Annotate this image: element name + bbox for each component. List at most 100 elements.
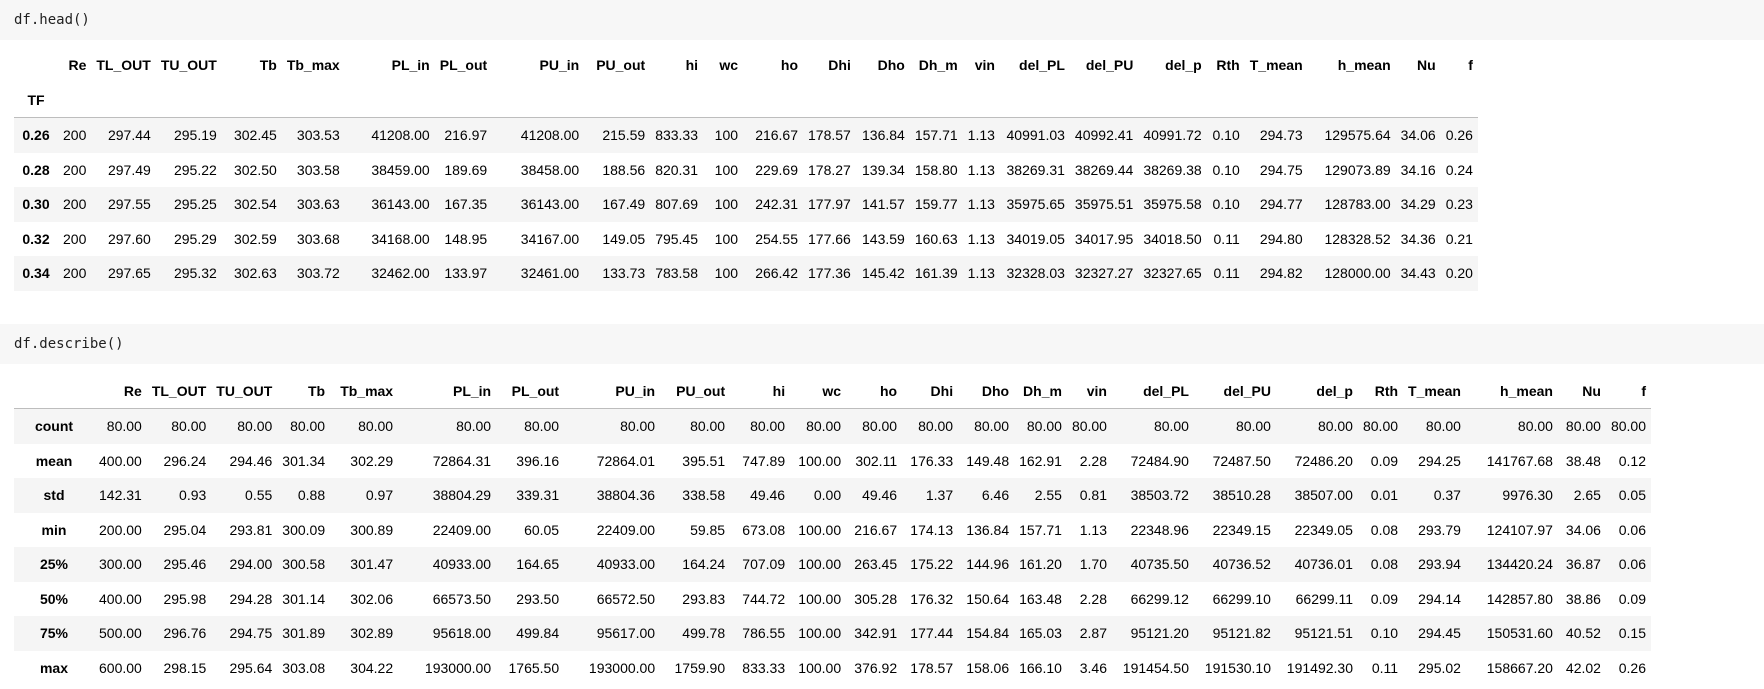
table-cell: 100.00 — [790, 616, 847, 651]
table-cell: 266.42 — [743, 256, 804, 291]
table-cell: 167.35 — [434, 187, 493, 222]
table-cell: 301.47 — [330, 547, 399, 582]
column-header: h_mean — [1337, 57, 1391, 73]
table-row: 0.26 200 297.44 295.19 302.45 303.53 41208.00 2… — [14, 117, 1478, 153]
code-cell-describe[interactable]: df.describe() — [0, 324, 1764, 364]
empty-header — [743, 82, 804, 118]
table-cell: 166.10 — [1014, 650, 1067, 685]
column-header: PL_out — [439, 57, 488, 73]
row-index: min — [14, 512, 94, 547]
table-cell: 175.22 — [902, 547, 959, 582]
table-cell: 2.65 — [1557, 478, 1606, 513]
column-header: Rth — [1357, 374, 1404, 409]
column-header: del_p — [1275, 374, 1358, 409]
table-cell: 32461.00 — [492, 256, 585, 291]
table-cell: 0.01 — [1357, 478, 1404, 513]
table-cell: 150.64 — [958, 581, 1015, 616]
table-cell: 142.31 — [94, 478, 147, 513]
column-header: hi — [730, 374, 791, 409]
table-cell: 95617.00 — [564, 616, 661, 651]
row-index: std — [14, 478, 94, 513]
table-cell: 0.06 — [1605, 547, 1651, 582]
table-cell: 128783.00 — [1307, 187, 1396, 222]
table-cell: 80.00 — [277, 408, 331, 444]
table-cell: 164.24 — [660, 547, 731, 582]
table-cell: 139.34 — [855, 152, 910, 187]
table-row: 50% 400.00 295.98 294.28 301.14 302.06 66573.5… — [14, 581, 1651, 616]
table-cell: 295.29 — [155, 221, 222, 256]
table-cell: 747.89 — [730, 443, 791, 478]
table-cell: 80.00 — [330, 408, 399, 444]
table-cell: 80.00 — [1557, 408, 1606, 444]
empty-header — [650, 82, 704, 118]
table-cell: 297.65 — [91, 256, 156, 291]
table-cell: 499.78 — [660, 616, 731, 651]
table-cell: 1.13 — [962, 152, 1000, 187]
table-cell: 66572.50 — [564, 581, 661, 616]
table-cell: 174.13 — [902, 512, 959, 547]
output-head: Re TL_OUT TU_OUT Tb Tb_max PL_in PL_out PU_in PU… — [14, 48, 1478, 291]
table-cell: 38510.28 — [1193, 478, 1276, 513]
table-cell: 302.89 — [330, 616, 399, 651]
table-cell: 304.22 — [330, 650, 399, 685]
code-text: df.head() — [14, 12, 90, 28]
empty-header — [492, 82, 585, 118]
table-cell: 0.12 — [1605, 443, 1651, 478]
table-cell: 161.39 — [909, 256, 963, 291]
table-cell: 154.84 — [958, 616, 1015, 651]
table-cell: 80.00 — [958, 408, 1015, 444]
column-header: TL_OUT — [96, 57, 151, 73]
table-cell: 293.81 — [211, 512, 278, 547]
table-cell: 216.67 — [743, 117, 804, 153]
table-cell: 300.58 — [277, 547, 331, 582]
table-cell: 72864.01 — [564, 443, 661, 478]
code-text: df.describe() — [14, 336, 124, 352]
table-cell: 38804.29 — [398, 478, 497, 513]
table-cell: 100.00 — [790, 650, 847, 685]
table-cell: 177.36 — [803, 256, 856, 291]
table-cell: 0.10 — [1206, 152, 1245, 187]
code-cell-head[interactable]: df.head() — [0, 0, 1764, 40]
column-header: Tb_max — [330, 374, 399, 409]
table-cell: 176.33 — [902, 443, 959, 478]
table-row: 0.32 200 297.60 295.29 302.59 303.68 34168.00 1… — [14, 221, 1478, 256]
table-cell: 80.00 — [902, 408, 959, 444]
table-cell: 34017.95 — [1069, 221, 1139, 256]
table-cell: 294.82 — [1244, 256, 1308, 291]
table-cell: 294.00 — [211, 547, 278, 582]
table-cell: 242.31 — [743, 187, 804, 222]
table-cell: 833.33 — [650, 117, 704, 153]
table-cell: 34167.00 — [492, 221, 585, 256]
table-cell: 176.32 — [902, 581, 959, 616]
table-cell: 161.20 — [1014, 547, 1067, 582]
table-cell: 2.87 — [1066, 616, 1112, 651]
column-header: f — [1605, 374, 1651, 409]
table-cell: 157.71 — [1014, 512, 1067, 547]
table-cell: 1759.90 — [660, 650, 731, 685]
table-cell: 40991.03 — [999, 117, 1070, 153]
table-row: mean 400.00 296.24 294.46 301.34 302.29 72864.… — [14, 443, 1651, 478]
table-cell: 1.13 — [962, 117, 1000, 153]
table-cell: 295.64 — [211, 650, 278, 685]
table-cell: 150531.60 — [1465, 616, 1558, 651]
table-cell: 80.00 — [146, 408, 212, 444]
table-cell: 303.53 — [281, 117, 345, 153]
table-cell: 0.11 — [1206, 221, 1245, 256]
table-cell: 0.23 — [1440, 187, 1478, 222]
empty-header — [1244, 82, 1308, 118]
row-index: 25% — [14, 547, 94, 582]
table-cell: 302.06 — [330, 581, 399, 616]
table-cell: 100.00 — [790, 512, 847, 547]
table-cell: 400.00 — [94, 443, 147, 478]
table-cell: 191454.50 — [1111, 650, 1194, 685]
table-cell: 129073.89 — [1307, 152, 1396, 187]
table-cell: 294.73 — [1244, 117, 1308, 153]
table-cell: 0.08 — [1357, 512, 1404, 547]
table-cell: 188.56 — [584, 152, 651, 187]
table-cell: 500.00 — [94, 616, 147, 651]
table-cell: 158.80 — [909, 152, 963, 187]
table-cell: 59.85 — [660, 512, 731, 547]
table-cell: 2.28 — [1066, 581, 1112, 616]
table-cell: 100 — [703, 117, 744, 153]
table-cell: 149.48 — [958, 443, 1015, 478]
